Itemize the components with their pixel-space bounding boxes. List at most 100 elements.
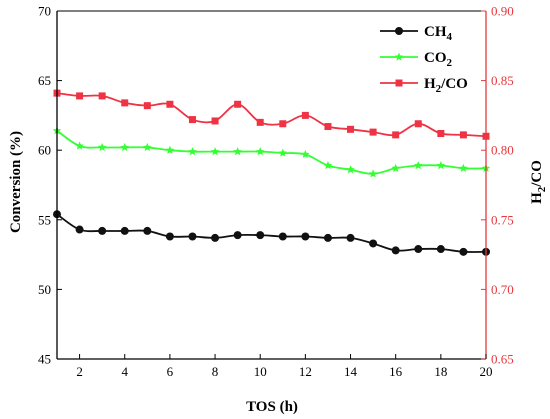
data-point [323,233,332,242]
data-point [459,247,468,256]
y2-title-base: H [529,192,545,204]
series-line [56,129,487,175]
y-axis-title: Conversion (%) [8,131,24,233]
data-point [76,92,84,100]
data-point [143,142,152,152]
data-point [324,123,332,131]
data-point [98,226,107,235]
y-tick-label: 65 [38,73,51,88]
y-tick-label: 50 [38,282,51,297]
data-point [392,131,400,139]
data-point [233,147,242,156]
data-point [165,145,175,154]
series-2 [53,89,490,140]
x-tick-label: 10 [254,364,267,379]
y-tick-label: 45 [38,352,51,367]
data-point [121,99,129,107]
data-point [323,161,333,170]
legend-swatch-marker [394,52,404,61]
legend-label: CO2 [424,50,453,69]
y2-tick-label: 0.90 [491,4,514,19]
data-point [437,129,445,137]
data-point [188,232,197,241]
data-point [256,118,264,126]
data-point [75,141,84,150]
y-tick-label: 60 [38,143,51,158]
data-point [233,231,242,240]
data-point [165,232,174,241]
data-point [234,100,242,108]
data-point [210,147,220,156]
legend-item: CH4 [380,24,453,43]
data-point [436,245,445,254]
data-point [143,226,152,235]
y2-axis-title: H2/CO [529,160,548,204]
legend-swatch-marker [395,27,403,35]
y2-title-sub: 2 [536,186,548,192]
x-axis-title: TOS (h) [246,399,298,415]
data-point [166,100,174,108]
legend-label: H2/CO [424,76,468,95]
x-tick-label: 12 [299,364,312,379]
legend-item: H2/CO [380,76,468,95]
series-1 [52,126,491,178]
data-point [278,232,287,241]
data-point [414,120,422,128]
data-point [278,148,288,157]
data-point [98,92,106,100]
data-point [120,226,129,235]
y-tick-label: 70 [38,4,51,19]
series-line [56,213,487,253]
x-tick-label: 2 [76,364,83,379]
x-tick-label: 4 [121,364,128,379]
data-point [188,116,196,124]
x-tick-label: 8 [212,364,219,379]
data-point [413,161,423,170]
axes-layer: 2 4 6 8 10 12 14 16 18 20 45 50 55 60 65 70 0.65 0.70 0.75… [38,4,514,380]
data-point [391,246,400,255]
data-point [211,233,220,242]
data-point [75,225,84,234]
data-point [211,117,219,125]
x-tick-label: 6 [167,364,174,379]
data-point [346,165,355,174]
x-tick-label: 18 [434,364,447,379]
data-point [368,169,378,178]
x-tick-label: 16 [389,364,403,379]
data-point [256,231,265,240]
series-0 [53,210,490,256]
data-point [301,111,309,119]
y2-tick-label: 0.80 [491,143,514,158]
data-point [301,149,310,159]
data-point [369,128,377,136]
y2-title-tail: /CO [529,160,545,188]
series-layer [52,89,491,256]
y-tick-label: 55 [38,212,51,227]
data-point [255,147,265,156]
data-point [97,142,107,152]
y2-tick-label: 0.70 [491,282,514,297]
data-point [301,232,310,241]
data-point [459,163,468,172]
legend-item: CO2 [380,50,453,69]
data-point [279,120,287,128]
legend: CH4 CO2 H2/CO [380,24,468,95]
data-point [459,131,467,139]
data-point [143,102,151,110]
data-point [346,233,355,242]
legend-swatch-marker [395,79,403,87]
data-point [369,239,378,248]
y2-tick-label: 0.65 [491,352,514,367]
data-point [188,147,197,156]
data-point [347,125,355,133]
data-point [120,142,130,152]
x-tick-label: 20 [480,364,493,379]
y2-tick-label: 0.75 [491,212,514,227]
y2-tick-label: 0.85 [491,73,514,88]
data-point [391,163,400,172]
x-tick-label: 14 [344,364,358,379]
data-point [414,245,423,254]
data-point [436,161,446,170]
legend-label: CH4 [424,24,453,43]
